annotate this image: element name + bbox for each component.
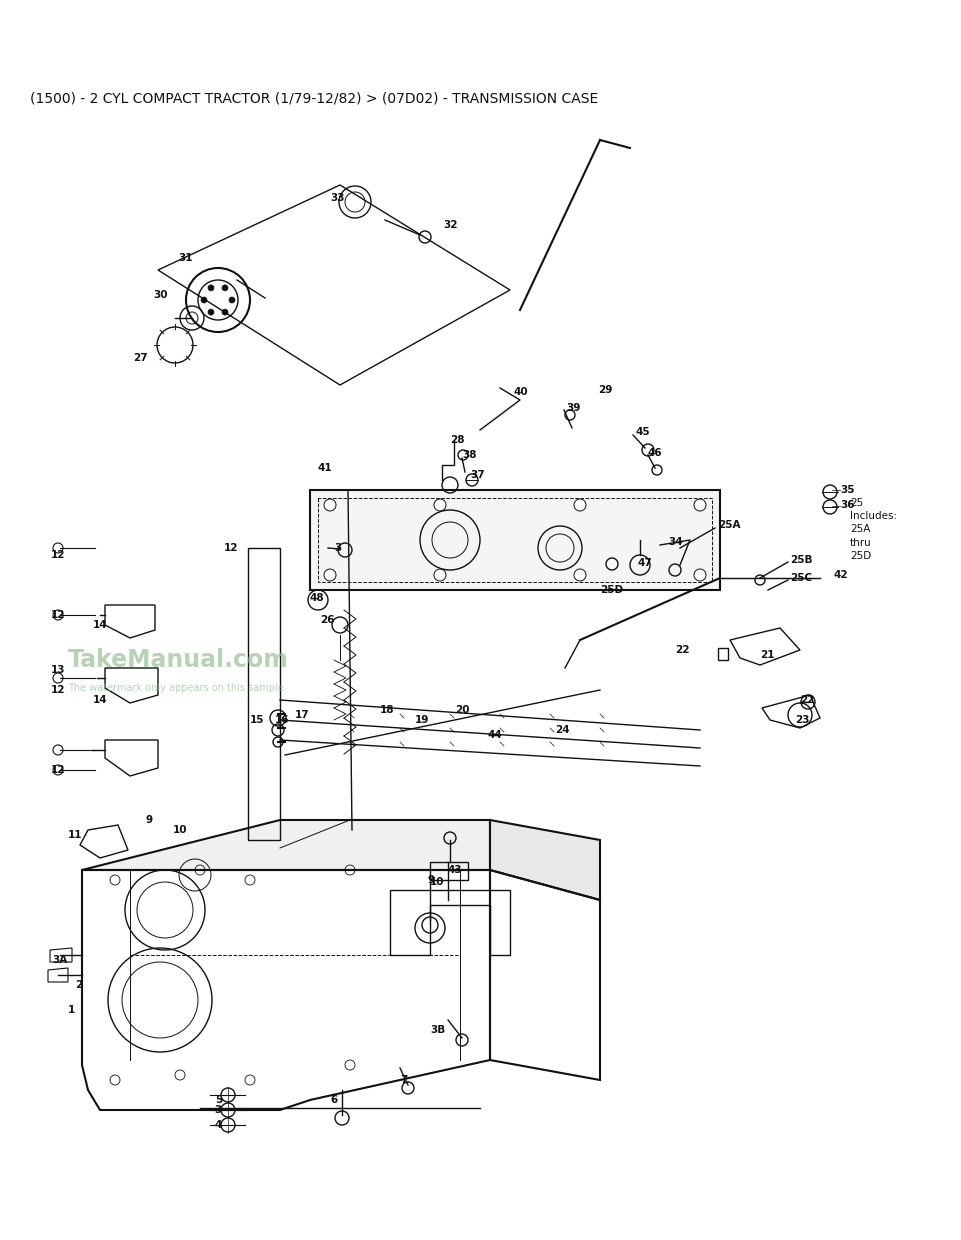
Circle shape <box>574 569 586 582</box>
Text: 41: 41 <box>317 463 332 472</box>
Text: 47: 47 <box>638 558 653 568</box>
Polygon shape <box>310 490 720 590</box>
Text: 17: 17 <box>295 711 309 720</box>
Circle shape <box>434 498 446 511</box>
Text: 12: 12 <box>51 551 65 560</box>
Text: 24: 24 <box>555 725 570 735</box>
Text: 25
Includes:
25A
thru
25D: 25 Includes: 25A thru 25D <box>850 498 898 560</box>
Text: 12: 12 <box>51 610 65 620</box>
Text: 43: 43 <box>448 866 462 875</box>
Circle shape <box>222 309 228 315</box>
Circle shape <box>694 569 706 582</box>
Text: 40: 40 <box>514 387 529 397</box>
Text: 35: 35 <box>840 485 854 495</box>
Text: 27: 27 <box>134 353 148 363</box>
Text: 14: 14 <box>92 694 107 706</box>
Text: 12: 12 <box>224 543 238 553</box>
Text: 36: 36 <box>840 500 854 510</box>
Text: 6: 6 <box>330 1095 337 1105</box>
Text: 18: 18 <box>380 706 395 715</box>
Text: 25A: 25A <box>718 520 741 529</box>
Text: TakeManual.com: TakeManual.com <box>68 649 289 672</box>
Text: 10: 10 <box>173 825 187 835</box>
Circle shape <box>434 569 446 582</box>
Text: 20: 20 <box>455 706 470 715</box>
Text: 46: 46 <box>648 448 663 458</box>
Text: 22: 22 <box>676 645 690 655</box>
Text: 3: 3 <box>214 1105 222 1115</box>
Text: 12: 12 <box>51 684 65 694</box>
Text: 3A: 3A <box>53 955 68 965</box>
Text: 5: 5 <box>214 1095 222 1105</box>
Text: 2: 2 <box>75 980 82 990</box>
Polygon shape <box>82 820 490 870</box>
Text: 21: 21 <box>760 650 775 660</box>
Circle shape <box>201 298 207 303</box>
Text: 4: 4 <box>214 1120 222 1130</box>
Text: 45: 45 <box>635 427 650 436</box>
Text: 23: 23 <box>795 715 809 725</box>
Text: (1500) - 2 CYL COMPACT TRACTOR (1/79-12/82) > (07D02) - TRANSMISSION CASE: (1500) - 2 CYL COMPACT TRACTOR (1/79-12/… <box>30 92 599 105</box>
Text: 32: 32 <box>443 219 457 229</box>
Text: 10: 10 <box>430 877 445 887</box>
Circle shape <box>694 498 706 511</box>
Text: 31: 31 <box>179 253 193 263</box>
Text: 22: 22 <box>800 694 815 706</box>
Text: The watermark only appears on this sample: The watermark only appears on this sampl… <box>68 683 283 693</box>
Text: 34: 34 <box>668 537 682 547</box>
Text: 48: 48 <box>310 593 325 603</box>
Text: 26: 26 <box>320 615 334 625</box>
Text: 9: 9 <box>146 815 153 825</box>
Circle shape <box>324 569 336 582</box>
Circle shape <box>229 298 235 303</box>
Text: 29: 29 <box>598 384 612 396</box>
Circle shape <box>208 309 214 315</box>
Text: 25B: 25B <box>790 556 812 565</box>
Text: 19: 19 <box>415 715 430 725</box>
Text: 25D: 25D <box>600 585 623 595</box>
Text: 33: 33 <box>330 193 344 203</box>
Text: 39: 39 <box>566 403 580 413</box>
Circle shape <box>222 285 228 291</box>
Text: 37: 37 <box>470 470 484 480</box>
Polygon shape <box>718 649 728 660</box>
Circle shape <box>574 498 586 511</box>
Text: 38: 38 <box>462 450 477 460</box>
Text: 11: 11 <box>67 830 82 839</box>
Text: 12: 12 <box>51 765 65 775</box>
Text: 15: 15 <box>250 715 264 725</box>
Text: 44: 44 <box>488 730 503 740</box>
Text: 13: 13 <box>51 665 65 675</box>
Circle shape <box>208 285 214 291</box>
Text: 28: 28 <box>450 435 464 445</box>
Text: 7: 7 <box>400 1075 407 1085</box>
Circle shape <box>324 498 336 511</box>
Text: 14: 14 <box>92 620 107 630</box>
Text: 3: 3 <box>334 543 342 553</box>
Text: 9: 9 <box>428 875 435 885</box>
Text: 1: 1 <box>67 1004 75 1016</box>
Text: 30: 30 <box>154 290 168 300</box>
Text: 16: 16 <box>275 715 289 725</box>
Text: 25C: 25C <box>790 573 812 583</box>
Text: 42: 42 <box>833 570 848 580</box>
Text: 3B: 3B <box>430 1025 445 1035</box>
Polygon shape <box>490 820 600 900</box>
